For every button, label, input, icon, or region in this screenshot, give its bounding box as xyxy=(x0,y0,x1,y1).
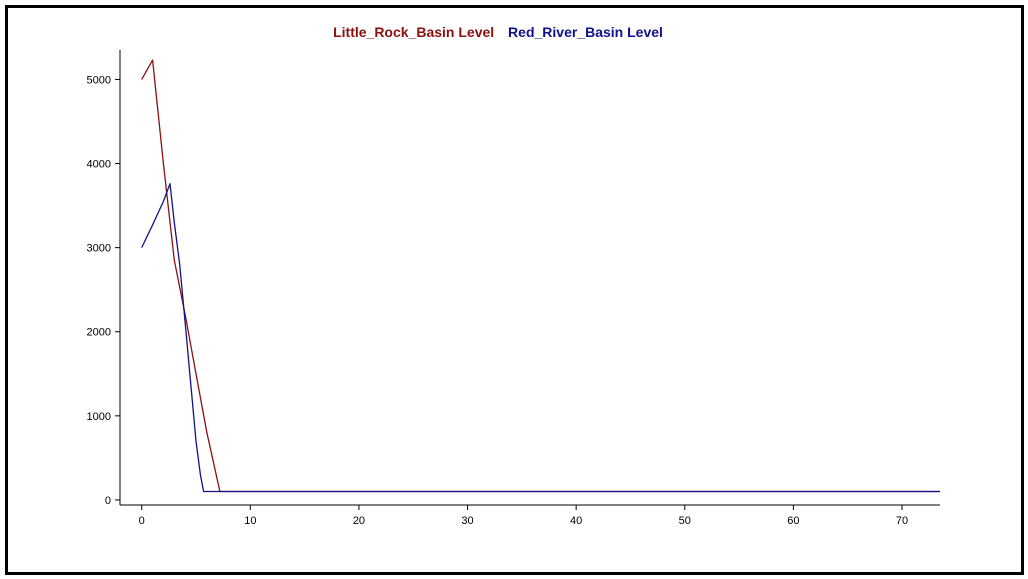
series-layer xyxy=(141,59,940,493)
x-tick-label: 70 xyxy=(896,515,908,527)
axes: 0 10 20 30 40 50 60 70 0 1000 2000 3000 4000 5000 xyxy=(87,50,940,527)
x-tick-label: 50 xyxy=(679,515,691,527)
y-tick-label: 2000 xyxy=(87,327,111,339)
series-line-red-river xyxy=(141,183,940,493)
y-tick-label: 1000 xyxy=(87,411,111,423)
y-tick-label: 0 xyxy=(105,495,111,507)
legend-entry-red-river: Red_River_Basin Level xyxy=(508,24,663,40)
y-tick-label: 3000 xyxy=(87,243,111,255)
x-tick-label: 10 xyxy=(244,515,256,527)
x-tick-label: 20 xyxy=(353,515,365,527)
x-tick-label: 0 xyxy=(139,515,145,527)
series-line-little-rock xyxy=(141,59,940,493)
x-tick-label: 30 xyxy=(461,515,473,527)
x-tick-label: 40 xyxy=(570,515,582,527)
line-chart: Little_Rock_Basin Level Red_River_Basin … xyxy=(87,24,940,527)
x-tick-label: 60 xyxy=(787,515,799,527)
y-tick-label: 5000 xyxy=(87,74,111,86)
legend-entry-little-rock: Little_Rock_Basin Level xyxy=(333,24,494,40)
chart-frame: Little_Rock_Basin Level Red_River_Basin … xyxy=(5,5,1024,575)
y-tick-label: 4000 xyxy=(87,159,111,171)
legend: Little_Rock_Basin Level Red_River_Basin … xyxy=(333,24,663,40)
